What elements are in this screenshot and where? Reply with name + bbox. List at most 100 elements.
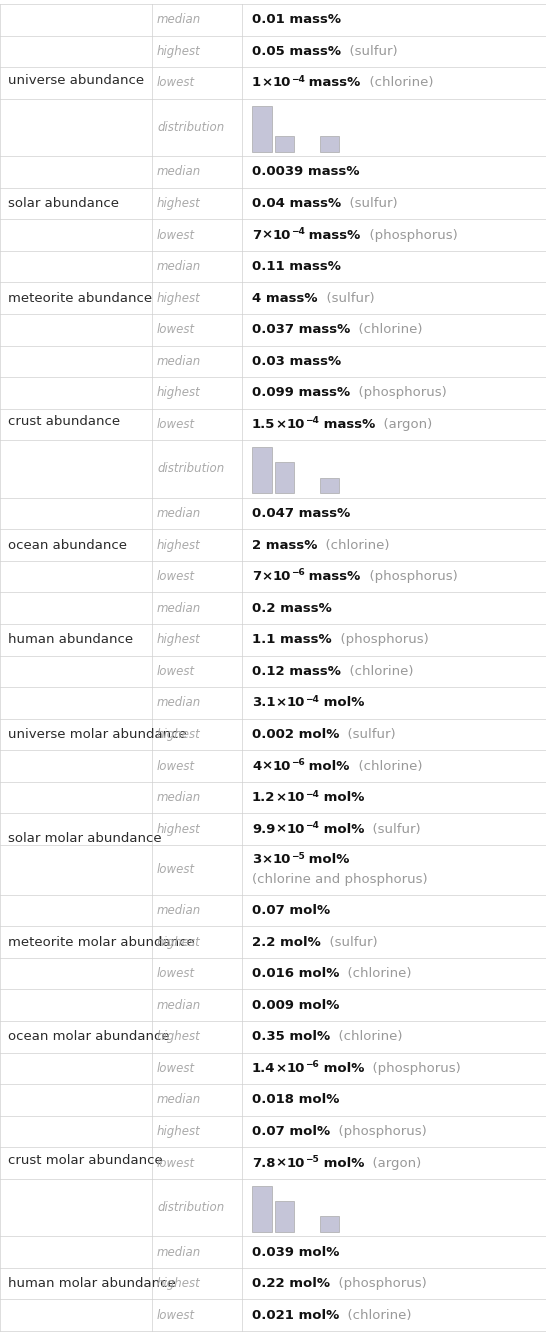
Bar xyxy=(252,105,272,152)
Text: highest: highest xyxy=(157,292,201,304)
Text: median: median xyxy=(157,166,201,179)
Text: 10: 10 xyxy=(287,697,305,709)
Text: 0.016 mol%: 0.016 mol% xyxy=(252,967,340,980)
Text: −5: −5 xyxy=(305,1155,319,1164)
Text: 10: 10 xyxy=(272,760,291,773)
Text: 7.8: 7.8 xyxy=(252,1156,276,1169)
Text: lowest: lowest xyxy=(157,967,195,980)
Text: mol%: mol% xyxy=(319,1061,364,1075)
Text: (sulfur): (sulfur) xyxy=(321,936,377,949)
Text: −6: −6 xyxy=(290,569,304,578)
Text: −4: −4 xyxy=(305,694,319,704)
Bar xyxy=(319,1216,339,1232)
Text: 0.01 mass%: 0.01 mass% xyxy=(252,13,341,27)
Text: (chlorine): (chlorine) xyxy=(330,1031,402,1043)
Text: highest: highest xyxy=(157,538,201,551)
Text: 0.22 mol%: 0.22 mol% xyxy=(252,1278,330,1290)
Text: distribution: distribution xyxy=(157,121,224,134)
Text: median: median xyxy=(157,697,201,709)
Text: (argon): (argon) xyxy=(375,418,432,431)
Text: (sulfur): (sulfur) xyxy=(364,822,421,836)
Text: highest: highest xyxy=(157,1278,201,1290)
Text: (sulfur): (sulfur) xyxy=(341,45,397,57)
Text: 10: 10 xyxy=(272,228,290,242)
Text: 0.2 mass%: 0.2 mass% xyxy=(252,602,332,614)
Text: ocean molar abundance: ocean molar abundance xyxy=(8,1031,170,1043)
Text: solar abundance: solar abundance xyxy=(8,198,119,210)
Text: 1.2: 1.2 xyxy=(252,792,275,804)
Text: lowest: lowest xyxy=(157,418,195,431)
Text: ×: × xyxy=(276,1156,287,1169)
Text: highest: highest xyxy=(157,1031,201,1043)
Text: highest: highest xyxy=(157,822,201,836)
Text: meteorite molar abundance: meteorite molar abundance xyxy=(8,936,195,949)
Text: 0.037 mass%: 0.037 mass% xyxy=(252,323,350,336)
Bar xyxy=(275,136,294,152)
Text: distribution: distribution xyxy=(157,1202,224,1214)
Text: mol%: mol% xyxy=(319,697,364,709)
Text: −5: −5 xyxy=(291,852,305,861)
Text: (chlorine): (chlorine) xyxy=(361,76,433,89)
Text: (chlorine): (chlorine) xyxy=(339,1308,412,1322)
Text: mol%: mol% xyxy=(319,792,364,804)
Text: 0.07 mol%: 0.07 mol% xyxy=(252,1125,330,1137)
Text: mass%: mass% xyxy=(319,418,375,431)
Text: highest: highest xyxy=(157,45,201,57)
Text: 1.4: 1.4 xyxy=(252,1061,276,1075)
Text: universe molar abundance: universe molar abundance xyxy=(8,728,187,741)
Text: universe abundance: universe abundance xyxy=(8,73,144,87)
Text: 7: 7 xyxy=(252,228,261,242)
Text: lowest: lowest xyxy=(157,760,195,773)
Text: median: median xyxy=(157,507,201,519)
Text: −6: −6 xyxy=(305,1060,319,1069)
Text: highest: highest xyxy=(157,633,201,646)
Text: 0.099 mass%: 0.099 mass% xyxy=(252,386,350,399)
Text: highest: highest xyxy=(157,386,201,399)
Text: median: median xyxy=(157,602,201,614)
Text: 0.021 mol%: 0.021 mol% xyxy=(252,1308,339,1322)
Text: 0.04 mass%: 0.04 mass% xyxy=(252,198,341,210)
Text: (sulfur): (sulfur) xyxy=(318,292,374,304)
Text: 10: 10 xyxy=(272,76,290,89)
Text: ocean abundance: ocean abundance xyxy=(8,538,127,551)
Text: 10: 10 xyxy=(287,822,305,836)
Text: (chlorine): (chlorine) xyxy=(340,967,412,980)
Bar xyxy=(275,462,294,493)
Bar xyxy=(319,478,339,493)
Bar xyxy=(275,1202,294,1232)
Text: (argon): (argon) xyxy=(364,1156,422,1169)
Text: lowest: lowest xyxy=(157,1061,195,1075)
Text: −4: −4 xyxy=(305,821,319,830)
Text: lowest: lowest xyxy=(157,76,195,89)
Text: highest: highest xyxy=(157,1125,201,1137)
Text: mol%: mol% xyxy=(305,760,350,773)
Text: 0.039 mol%: 0.039 mol% xyxy=(252,1246,340,1259)
Text: ×: × xyxy=(276,1061,287,1075)
Text: (phosphorus): (phosphorus) xyxy=(350,386,447,399)
Text: 2.2 mol%: 2.2 mol% xyxy=(252,936,321,949)
Text: ×: × xyxy=(261,76,272,89)
Text: 1.1 mass%: 1.1 mass% xyxy=(252,633,331,646)
Text: ×: × xyxy=(275,822,287,836)
Text: meteorite abundance: meteorite abundance xyxy=(8,292,152,304)
Text: crust abundance: crust abundance xyxy=(8,415,120,429)
Text: 0.11 mass%: 0.11 mass% xyxy=(252,260,341,274)
Bar xyxy=(252,447,272,493)
Text: ×: × xyxy=(276,697,287,709)
Text: 3: 3 xyxy=(252,853,261,866)
Text: (chlorine): (chlorine) xyxy=(341,665,413,678)
Text: −4: −4 xyxy=(305,417,319,426)
Text: 7: 7 xyxy=(252,570,261,583)
Text: 0.35 mol%: 0.35 mol% xyxy=(252,1031,330,1043)
Text: (phosphorus): (phosphorus) xyxy=(330,1125,427,1137)
Text: 0.009 mol%: 0.009 mol% xyxy=(252,999,340,1012)
Text: median: median xyxy=(157,355,201,368)
Text: highest: highest xyxy=(157,936,201,949)
Text: median: median xyxy=(157,792,201,804)
Text: −6: −6 xyxy=(291,758,305,766)
Text: 10: 10 xyxy=(287,1156,305,1169)
Text: ×: × xyxy=(261,228,272,242)
Bar xyxy=(252,1185,272,1232)
Text: 0.018 mol%: 0.018 mol% xyxy=(252,1093,340,1107)
Text: 0.047 mass%: 0.047 mass% xyxy=(252,507,350,519)
